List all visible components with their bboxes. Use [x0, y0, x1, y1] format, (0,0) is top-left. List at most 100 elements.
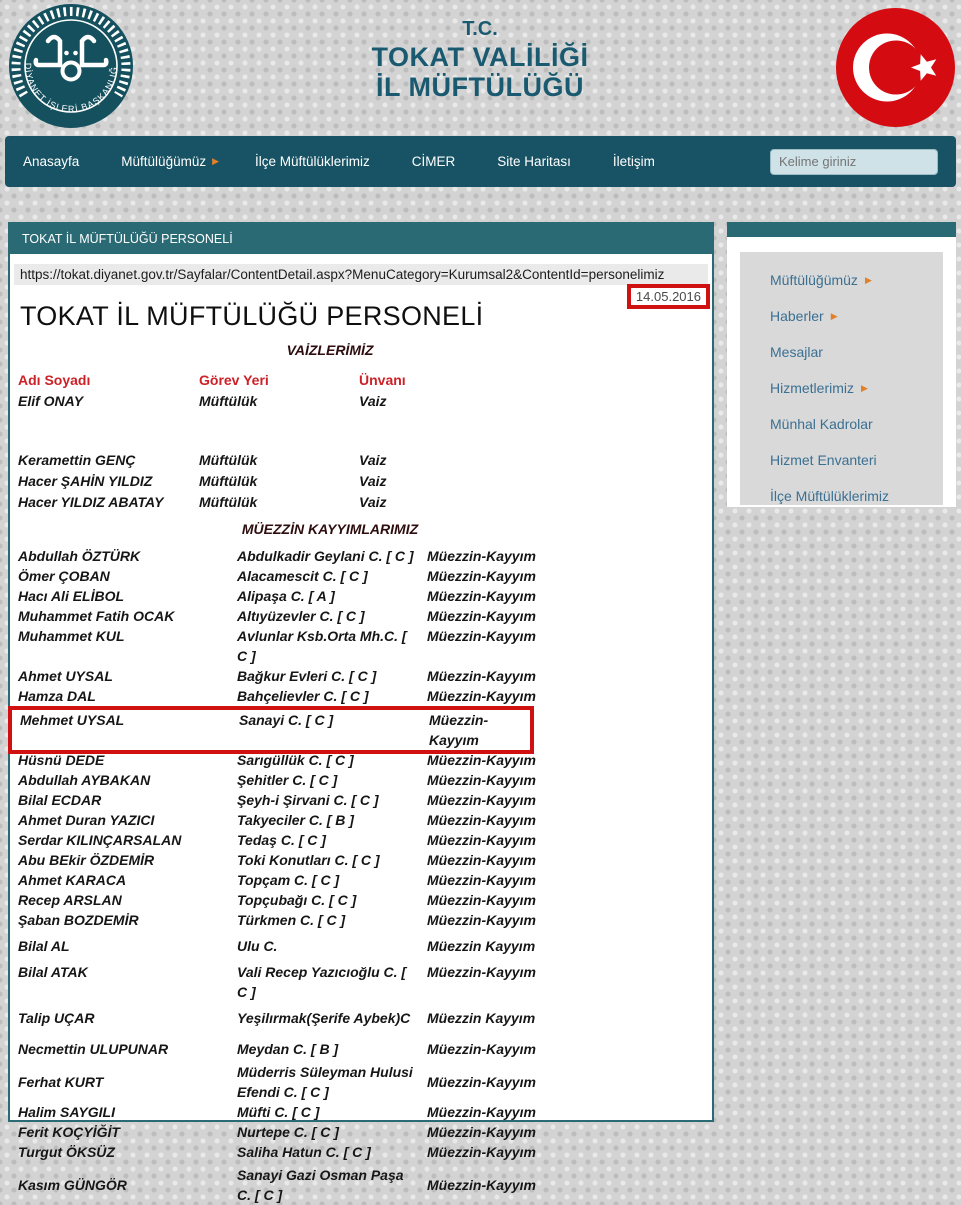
person-title: Vaiz — [359, 473, 387, 489]
person-name: Hacer ŞAHİN YILDIZ — [18, 473, 153, 489]
vaiz-table-header: Adı Soyadı Görev Yeri Ünvanı — [10, 370, 712, 391]
duty-place: Müderris Süleyman Hulusi Efendi C. [ C ] — [237, 1062, 427, 1102]
table-row: Hacer ŞAHİN YILDIZ Müftülük Vaiz — [10, 471, 712, 492]
main-navbar: Anasayfa Müftülüğümüz ▶ İlçe Müftülükler… — [5, 136, 956, 187]
sidebar-menu: Müftülüğümüz ▶ Haberler ▶ Mesajlar Hizme… — [740, 252, 943, 505]
nav-item[interactable]: İlçe Müftülüklerimiz — [255, 154, 376, 169]
duty-place-text: Yeşilırmak(Şerife Aybek)C — [237, 1010, 411, 1026]
vaiz-rows: Elif ONAY Müftülük Vaiz Keramettin GENÇ … — [10, 391, 712, 513]
duty-place-text: Tedaş C. [ C ] — [237, 832, 326, 848]
table-row: Halim SAYGILI Müfti C. [ C ] Müezzin-Kay… — [10, 1102, 712, 1122]
table-row: Kasım GÜNGÖR Sanayi Gazi Osman Paşa C. [… — [10, 1165, 712, 1205]
person-title: Vaiz — [359, 393, 387, 409]
duty-place-text: Şeyh-i Şirvani C. [ C ] — [237, 792, 379, 808]
diyanet-logo[interactable]: DİYANET İŞLERİ BAŞKANLIĞI — [6, 0, 134, 129]
duty-place-text: Şehitler C. [ C ] — [237, 772, 338, 788]
person-title: Müezzin-Kayyım — [427, 772, 536, 788]
duty-place-text: Topçam C. [ C ] — [237, 872, 340, 888]
nav-item-label: CİMER — [411, 154, 456, 169]
nav-item-label: Müftülüğümüz — [121, 154, 207, 169]
person-name: Muhammet Fatih OCAK — [18, 608, 175, 624]
duty-place-text: Meydan C. [ B ] — [237, 1041, 339, 1057]
nav-item[interactable]: CİMER — [412, 154, 462, 169]
person-name: Ahmet KARACA — [18, 872, 127, 888]
duty-place: Saliha Hatun C. [ C ] — [237, 1142, 427, 1162]
table-row: Turgut ÖKSÜZ Saliha Hatun C. [ C ] Müezz… — [10, 1142, 712, 1162]
duty-place: Nurtepe C. [ C ] — [237, 1122, 427, 1142]
table-row: Ömer ÇOBAN Alacamescit C. [ C ] Müezzin-… — [10, 566, 712, 586]
person-title: Müezzin-Kayyım — [427, 852, 536, 868]
person-title: Müezzin-Kayyım — [427, 608, 536, 624]
table-row: Bilal ECDAR Şeyh-i Şirvani C. [ C ] Müez… — [10, 790, 712, 810]
sidebar-item[interactable]: İlçe Müftülüklerimiz — [770, 478, 943, 505]
site-title-tc: T.C. — [462, 18, 498, 40]
search-input[interactable] — [770, 148, 938, 175]
chevron-right-icon: ▶ — [212, 156, 220, 166]
duty-place: Yeşilırmak(Şerife Aybek)C . [ C ] — [237, 1008, 427, 1033]
table-row: Elif ONAY Müftülük Vaiz — [10, 391, 712, 412]
duty-place: Müftülük — [199, 473, 258, 489]
duty-place-text: Sanayi C. [ C ] — [239, 712, 334, 728]
vaiz-table: Adı Soyadı Görev Yeri Ünvanı Elif ONAY M… — [10, 370, 712, 513]
nav-item[interactable]: İletişim — [613, 154, 661, 169]
chevron-right-icon: ▶ — [861, 382, 868, 393]
person-title: Müezzin-Kayyım — [427, 1177, 536, 1193]
table-row: Recep ARSLAN Topçubağı C. [ C ] Müezzin-… — [10, 890, 712, 910]
chevron-right-icon: ▶ — [830, 310, 838, 321]
person-title: Müezzin-Kayyım — [427, 1041, 536, 1057]
table-row: Ahmet UYSAL Bağkur Evleri C. [ C ] Müezz… — [10, 666, 712, 686]
duty-place-text: Toki Konutları C. [ C ] — [237, 852, 380, 868]
person-name: Necmettin ULUPUNAR — [18, 1041, 169, 1057]
nav-item[interactable]: Anasayfa — [23, 154, 85, 169]
sidebar-item[interactable]: Hizmet Envanteri — [770, 442, 943, 478]
sidebar-item[interactable]: Münhal Kadrolar — [770, 406, 943, 442]
table-row: Ferit KOÇYİĞİT Nurtepe C. [ C ] Müezzin-… — [10, 1122, 712, 1142]
person-name: Halim SAYGILI — [18, 1104, 115, 1120]
person-name: Recep ARSLAN — [18, 892, 122, 908]
duty-place: Müfti C. [ C ] — [237, 1102, 427, 1122]
site-title-line2: İL MÜFTÜLÜĞÜ — [376, 72, 584, 102]
duty-place: Şehitler C. [ C ] — [237, 770, 427, 790]
duty-place: Bahçelievler C. [ C ] — [237, 686, 427, 706]
person-name: Hamza DAL — [18, 688, 96, 704]
person-name: Talip UÇAR — [18, 1010, 95, 1026]
duty-place: Topçam C. [ C ] — [237, 870, 427, 890]
person-title: Müezzin-Kayyım — [427, 912, 536, 928]
person-title: Müezzin-Kayyım — [427, 752, 536, 768]
person-title: Müezzin-Kayyım — [427, 1124, 536, 1140]
duty-place: Sanayi Gazi Osman Paşa C. [ C ] — [237, 1165, 427, 1205]
person-name: Hacer YILDIZ ABATAY — [18, 494, 164, 510]
chevron-right-icon: ▶ — [864, 274, 872, 285]
person-title: Müezzin-Kayyım — [427, 1104, 536, 1120]
person-name: Abdullah AYBAKAN — [18, 772, 151, 788]
table-row: Serdar KILINÇARSALAN Tedaş C. [ C ] Müez… — [10, 830, 712, 850]
person-title: Müezzin Kayyım — [427, 938, 536, 954]
person-name: Serdar KILINÇARSALAN — [18, 832, 182, 848]
sidebar-item[interactable]: Haberler ▶ — [770, 298, 943, 334]
nav-item[interactable]: Müftülüğümüz ▶ — [121, 154, 219, 169]
table-row: Hüsnü DEDE Sarıgüllük C. [ C ] Müezzin-K… — [10, 750, 712, 770]
nav-item[interactable]: Site Haritası — [497, 154, 577, 169]
duty-place: Ulu C. — [237, 936, 427, 956]
search-box — [770, 148, 938, 175]
duty-place-text: Müderris Süleyman Hulusi Efendi C. [ C ] — [237, 1064, 413, 1100]
duty-place-text: Vali Recep Yazıcıoğlu C. [ C ] — [237, 964, 407, 1000]
duty-place: Takyeciler C. [ B ] — [237, 810, 427, 830]
person-title: Müezzin-Kayyım — [427, 588, 536, 604]
col-header-name: Adı Soyadı — [18, 372, 91, 388]
sidebar-item[interactable]: Müftülüğümüz ▶ — [770, 262, 943, 298]
table-row: Hacer YILDIZ ABATAY Müftülük Vaiz — [10, 492, 712, 513]
sidebar-item[interactable]: Mesajlar — [770, 334, 943, 370]
person-name: Şaban BOZDEMİR — [18, 912, 139, 928]
duty-place: Abdulkadir Geylani C. [ C ] — [237, 546, 427, 566]
duty-place: Toki Konutları C. [ C ] — [237, 850, 427, 870]
duty-place: Müftülük — [199, 452, 258, 468]
page-title: TOKAT İL MÜFTÜLÜĞÜ PERSONELİ — [20, 301, 484, 331]
person-name: Ahmet Duran YAZICI — [18, 812, 155, 828]
person-title: Müezzin-Kayyım — [427, 964, 536, 980]
person-name: Ferit KOÇYİĞİT — [18, 1124, 120, 1140]
duty-place: Alipaşa C. [ A ] — [237, 586, 427, 606]
sidebar-item-label: Hizmetlerimiz — [770, 380, 854, 396]
nav-item-label: Site Haritası — [497, 154, 571, 169]
sidebar-item[interactable]: Hizmetlerimiz ▶ — [770, 370, 943, 406]
